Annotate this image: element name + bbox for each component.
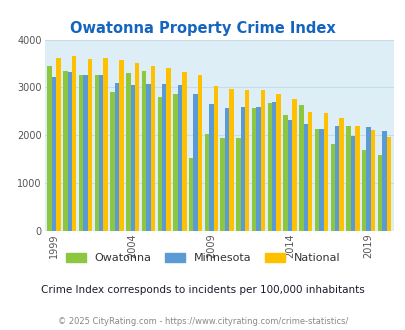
Bar <box>63 71 68 231</box>
Bar <box>236 138 240 231</box>
Bar <box>79 75 83 231</box>
Bar <box>150 66 155 231</box>
Bar <box>298 105 303 231</box>
Bar <box>377 155 381 231</box>
Bar <box>220 138 224 231</box>
Bar <box>83 75 87 231</box>
Bar <box>213 86 217 231</box>
Bar <box>166 68 171 231</box>
Bar <box>130 85 134 231</box>
Bar <box>271 102 276 231</box>
Bar <box>157 97 162 231</box>
Bar <box>68 72 72 231</box>
Bar <box>361 150 366 231</box>
Bar <box>307 112 311 231</box>
Bar <box>110 92 115 231</box>
Bar <box>366 127 370 231</box>
Bar <box>276 94 280 231</box>
Bar <box>141 71 146 231</box>
Bar <box>334 126 339 231</box>
Text: © 2025 CityRating.com - https://www.cityrating.com/crime-statistics/: © 2025 CityRating.com - https://www.city… <box>58 317 347 326</box>
Bar <box>189 158 193 231</box>
Bar <box>245 90 249 231</box>
Bar <box>126 73 130 231</box>
Bar <box>260 90 264 231</box>
Bar <box>224 108 229 231</box>
Bar <box>330 145 334 231</box>
Bar <box>240 107 245 231</box>
Bar <box>146 84 150 231</box>
Bar <box>354 126 359 231</box>
Bar <box>204 134 209 231</box>
Bar <box>193 94 197 231</box>
Bar <box>339 118 343 231</box>
Bar <box>303 124 307 231</box>
Bar <box>229 89 233 231</box>
Bar <box>162 84 166 231</box>
Bar <box>386 137 390 231</box>
Bar <box>370 130 374 231</box>
Bar <box>103 58 108 231</box>
Bar <box>99 75 103 231</box>
Bar <box>115 83 119 231</box>
Bar <box>177 84 182 231</box>
Bar <box>47 66 52 231</box>
Bar <box>119 60 123 231</box>
Bar <box>182 72 186 231</box>
Bar <box>87 59 92 231</box>
Bar <box>197 75 202 231</box>
Bar <box>252 108 256 231</box>
Bar <box>72 56 76 231</box>
Bar <box>56 58 61 231</box>
Bar <box>283 115 287 231</box>
Bar <box>52 78 56 231</box>
Bar <box>318 129 323 231</box>
Text: Crime Index corresponds to incidents per 100,000 inhabitants: Crime Index corresponds to incidents per… <box>41 285 364 295</box>
Bar <box>94 75 99 231</box>
Bar <box>287 120 292 231</box>
Text: Owatonna Property Crime Index: Owatonna Property Crime Index <box>70 21 335 36</box>
Bar <box>314 129 318 231</box>
Bar <box>381 131 386 231</box>
Bar <box>209 104 213 231</box>
Bar <box>323 113 327 231</box>
Bar <box>345 126 350 231</box>
Bar <box>256 107 260 231</box>
Legend: Owatonna, Minnesota, National: Owatonna, Minnesota, National <box>61 248 344 267</box>
Bar <box>134 63 139 231</box>
Bar <box>267 103 271 231</box>
Bar <box>292 99 296 231</box>
Bar <box>173 94 177 231</box>
Bar <box>350 136 354 231</box>
